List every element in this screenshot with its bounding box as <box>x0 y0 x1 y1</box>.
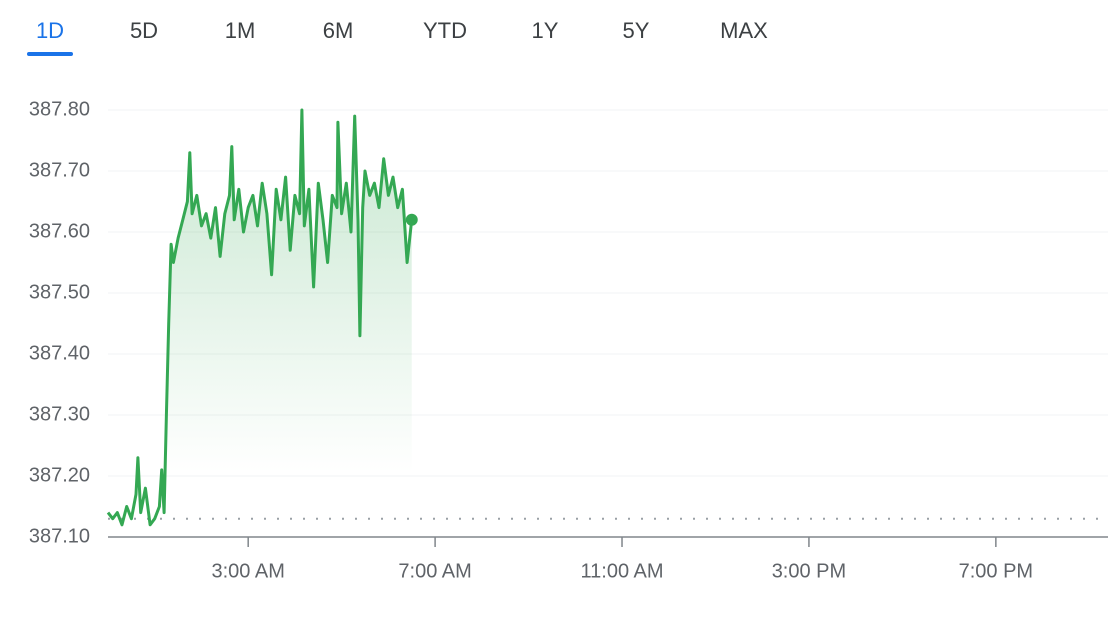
y-tick-label: 387.20 <box>29 464 90 486</box>
y-tick-label: 387.70 <box>29 159 90 181</box>
range-tab[interactable]: 1D <box>36 18 64 43</box>
last-point <box>405 213 418 226</box>
x-tick-label: 7:00 PM <box>959 560 1033 582</box>
range-tab[interactable]: 5D <box>130 18 158 43</box>
y-tick-label: 387.50 <box>29 281 90 303</box>
x-tick-label: 3:00 AM <box>211 560 284 582</box>
range-tab[interactable]: YTD <box>423 18 467 43</box>
x-tick-label: 7:00 AM <box>398 560 471 582</box>
x-tick-label: 11:00 AM <box>581 560 664 582</box>
y-tick-label: 387.40 <box>29 342 90 364</box>
range-tab[interactable]: MAX <box>720 18 768 43</box>
tab-underline <box>27 52 73 56</box>
range-tab[interactable]: 6M <box>323 18 354 43</box>
x-tick-label: 3:00 PM <box>772 560 846 582</box>
price-line <box>106 108 414 527</box>
range-tab[interactable]: 1M <box>225 18 256 43</box>
y-tick-label: 387.80 <box>29 98 90 120</box>
range-tab[interactable]: 5Y <box>623 18 650 43</box>
y-tick-label: 387.10 <box>29 525 90 547</box>
y-tick-label: 387.30 <box>29 403 90 425</box>
range-tab[interactable]: 1Y <box>532 18 559 43</box>
y-tick-label: 387.60 <box>29 220 90 242</box>
